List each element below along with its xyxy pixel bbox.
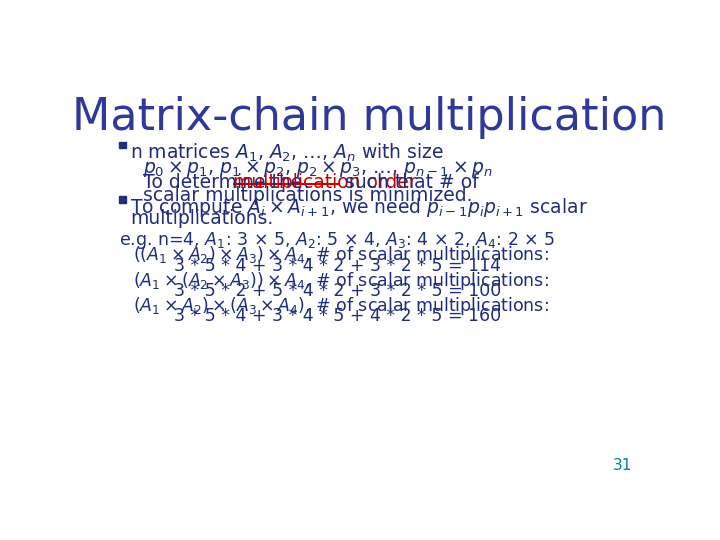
Text: $p_0 \times p_1$, $p_1 \times p_2$, $p_2 \times p_3$, …, $p_{n-1} \times p_n$: $p_0 \times p_1$, $p_1 \times p_2$, $p_2…: [143, 159, 492, 179]
Text: $((A_1 \times A_2) \times A_3) \times A_4$, # of scalar multiplications:: $((A_1 \times A_2) \times A_3) \times A_…: [133, 244, 549, 266]
Text: To determine the: To determine the: [143, 173, 308, 192]
Text: multiplications.: multiplications.: [130, 209, 274, 228]
Text: e.g. n=4, $A_1$: 3 $\times$ 5, $A_2$: 5 $\times$ 4, $A_3$: 4 $\times$ 2, $A_4$: : e.g. n=4, $A_1$: 3 $\times$ 5, $A_2$: 5 …: [120, 231, 556, 251]
Text: $(A_1 \times A_2) \times (A_3 \times A_4)$, # of scalar multiplications:: $(A_1 \times A_2) \times (A_3 \times A_4…: [133, 295, 549, 317]
Text: 3 * 5 * 2 + 5 * 4 * 2 + 3 * 2 * 5 = 100: 3 * 5 * 2 + 5 * 4 * 2 + 3 * 2 * 5 = 100: [174, 282, 501, 300]
Text: $(A_1 \times (A_2 \times A_3)) \times A_4$, # of scalar multiplications:: $(A_1 \times (A_2 \times A_3)) \times A_…: [133, 269, 549, 292]
Text: scalar multiplications is minimized.: scalar multiplications is minimized.: [143, 186, 472, 205]
Text: 31: 31: [613, 458, 632, 473]
Bar: [120, 142, 126, 148]
Text: 3 * 5 * 4 + 3 * 4 * 2 + 3 * 2 * 5 = 114: 3 * 5 * 4 + 3 * 4 * 2 + 3 * 2 * 5 = 114: [174, 256, 500, 274]
Text: To compute $A_i \times A_{i+1}$, we need $p_{i-1}p_ip_{i+1}$ scalar: To compute $A_i \times A_{i+1}$, we need…: [130, 195, 588, 219]
Bar: [120, 197, 126, 202]
Text: 3 * 5 * 4 + 3 * 4 * 5 + 4 * 2 * 5 = 160: 3 * 5 * 4 + 3 * 4 * 5 + 4 * 2 * 5 = 160: [174, 307, 501, 325]
Text: n matrices $A_1$, $A_2$, …, $A_n$ with size: n matrices $A_1$, $A_2$, …, $A_n$ with s…: [130, 142, 444, 164]
Text: multiplication order: multiplication order: [233, 173, 417, 192]
Text: Matrix-chain multiplication: Matrix-chain multiplication: [72, 96, 666, 139]
Text: such that # of: such that # of: [339, 173, 479, 192]
